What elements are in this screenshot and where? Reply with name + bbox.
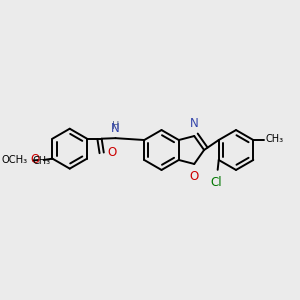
Text: N: N [190,117,199,130]
Text: CH₃: CH₃ [32,155,51,166]
Text: N: N [111,122,120,135]
Text: O: O [30,154,39,166]
Text: O: O [107,146,117,159]
Text: H: H [112,121,119,131]
Text: CH₃: CH₃ [265,134,283,144]
Text: OCH₃: OCH₃ [2,155,28,165]
Text: O: O [190,170,199,183]
Text: Cl: Cl [211,176,222,189]
